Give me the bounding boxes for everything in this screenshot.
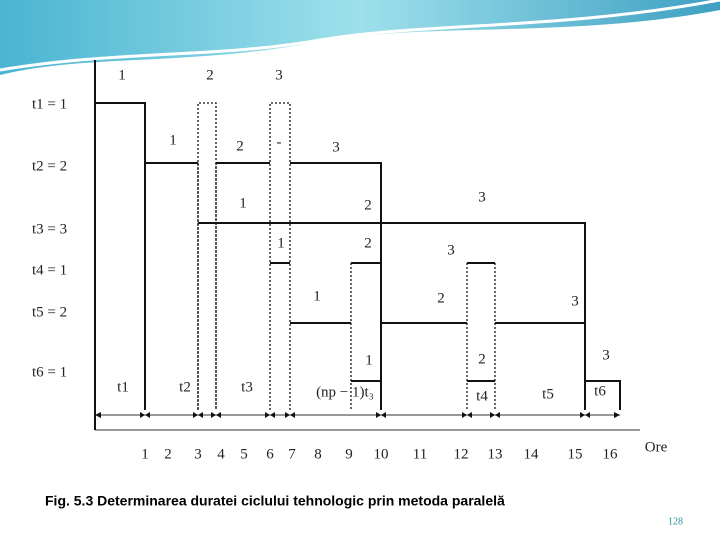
step-label: 1 xyxy=(365,352,373,368)
header-decoration xyxy=(0,0,720,75)
segment-label: t5 xyxy=(542,386,554,402)
axis-label: Ore xyxy=(645,439,668,455)
step-label: 3 xyxy=(447,242,455,258)
step-label: 1 xyxy=(313,288,321,304)
segment-label: t3 xyxy=(241,379,253,395)
axis-tick-label: 12 xyxy=(454,446,469,462)
step-label: - xyxy=(277,134,282,150)
axis-tick-label: 2 xyxy=(164,446,172,462)
segment-label: (np − 1)t₃ xyxy=(316,384,374,400)
row-label: t3 = 3 xyxy=(32,221,67,237)
step-label: 3 xyxy=(571,293,579,309)
step-label: 2 xyxy=(478,351,486,367)
row-label: t2 = 2 xyxy=(32,158,67,174)
step-label: 2 xyxy=(206,67,214,83)
row-label: t6 = 1 xyxy=(32,364,67,380)
axis-tick-label: 11 xyxy=(413,446,427,462)
axis-tick-label: 10 xyxy=(374,446,389,462)
step-label: 1 xyxy=(239,195,247,211)
row-label: t1 = 1 xyxy=(32,96,67,112)
step-label: 3 xyxy=(275,67,283,83)
axis-tick-label: 7 xyxy=(288,446,296,462)
step-label: 1 xyxy=(169,132,177,148)
axis-tick-label: 4 xyxy=(217,446,225,462)
axis-tick-label: 1 xyxy=(141,446,149,462)
axis-tick-label: 15 xyxy=(568,446,583,462)
step-label: 3 xyxy=(602,347,610,363)
step-label: 1 xyxy=(277,235,285,251)
step-label: 2 xyxy=(236,138,244,154)
diagram-lines xyxy=(94,60,640,431)
axis-tick-label: 6 xyxy=(266,446,274,462)
step-label: 2 xyxy=(437,290,445,306)
page-number: 128 xyxy=(668,516,683,527)
axis-tick-label: 14 xyxy=(524,446,540,462)
axis-tick-label: 16 xyxy=(603,446,619,462)
caption: Fig. 5.3 Determinarea duratei ciclului t… xyxy=(45,493,505,509)
segment-label: t1 xyxy=(117,379,129,395)
step-label: 3 xyxy=(332,139,340,155)
axis-tick-label: 9 xyxy=(345,446,353,462)
segment-label: t2 xyxy=(179,379,191,395)
segment-label: t4 xyxy=(476,388,488,404)
step-label: 2 xyxy=(364,197,372,213)
step-label: 3 xyxy=(478,189,486,205)
segment-label: t6 xyxy=(594,383,606,399)
axis-tick-label: 5 xyxy=(240,446,248,462)
step-label: 1 xyxy=(118,67,126,83)
step-label: 2 xyxy=(364,235,372,251)
row-label: t5 = 2 xyxy=(32,304,67,320)
axis-tick-label: 13 xyxy=(488,446,503,462)
row-label: t4 = 1 xyxy=(32,262,67,278)
axis-tick-label: 3 xyxy=(194,446,202,462)
axis-tick-label: 8 xyxy=(314,446,322,462)
